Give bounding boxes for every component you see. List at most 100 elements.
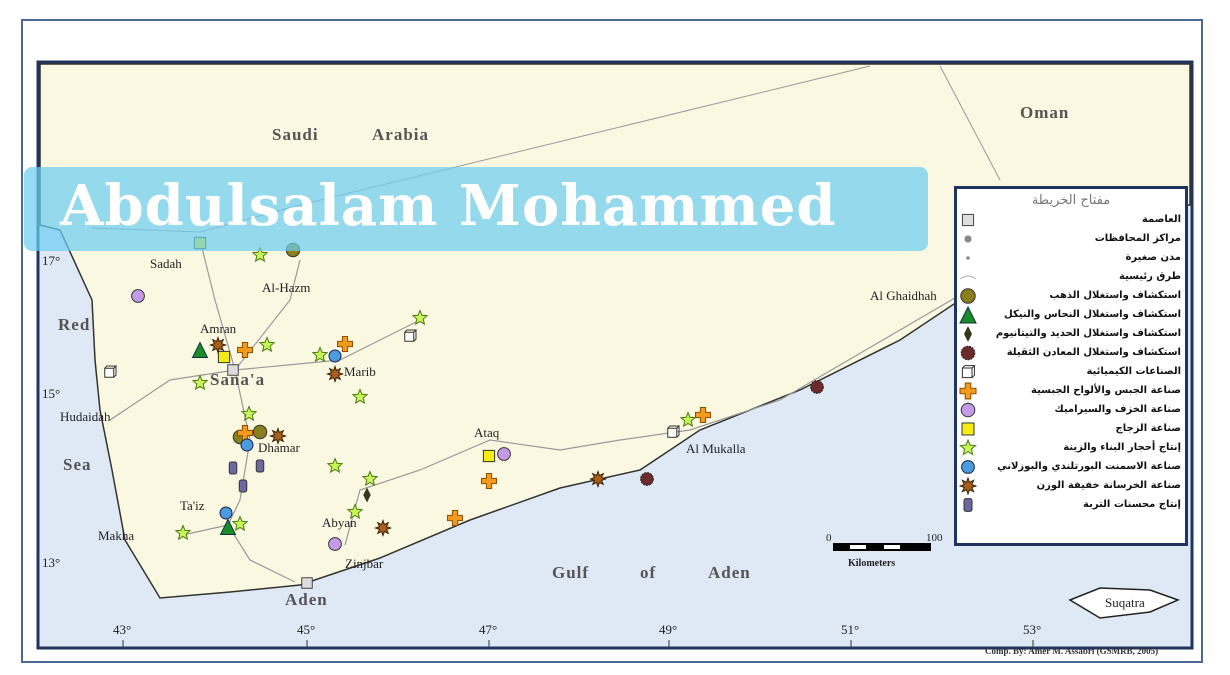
small-town-icon xyxy=(966,255,970,260)
sea-label: Aden xyxy=(708,563,751,582)
city-label: Ataq xyxy=(474,425,500,440)
city-label: Abyan xyxy=(322,515,357,530)
latitude-tick: 13° xyxy=(42,555,60,570)
building-stone-icon xyxy=(411,309,429,326)
heavy-minerals-icon xyxy=(960,345,976,360)
capital-icon xyxy=(961,213,975,226)
legend-item: استكشاف واستغلال الذهب xyxy=(957,286,1185,305)
iron-titanium-icon xyxy=(363,487,371,503)
city-label: Al Ghaidhah xyxy=(870,288,937,303)
gypsum-icon xyxy=(481,473,497,489)
building-stone-icon xyxy=(959,438,977,456)
sea-label: Gulf xyxy=(552,563,589,582)
sea-label: Sea xyxy=(63,455,92,474)
longitude-tick: 51° xyxy=(841,622,859,637)
cement-icon xyxy=(219,506,233,520)
graticule xyxy=(122,640,1034,648)
copper-nickel-icon xyxy=(959,305,977,323)
building-stone-icon xyxy=(351,388,369,405)
cement-icon xyxy=(240,438,254,452)
soil-conditioner-icon xyxy=(255,459,265,473)
legend-label: إنتاج محسنات التربة xyxy=(1083,499,1181,510)
legend-label: مدن صغيرة xyxy=(1125,252,1182,263)
legend-label: العاصمة xyxy=(1141,214,1181,225)
city-label: Al-Hazm xyxy=(262,280,310,295)
ceramics-icon xyxy=(131,289,145,303)
legend-item: استكشاف واستغلال النحاس والنيكل xyxy=(957,305,1185,324)
lightweight-concrete-icon xyxy=(208,335,228,355)
city-label: Suqatra xyxy=(1105,595,1145,610)
country-label: Arabia xyxy=(372,125,429,144)
longitude-tick: 45° xyxy=(297,622,315,637)
city-label: Al Mukalla xyxy=(686,441,746,456)
building-stone-icon xyxy=(240,405,258,422)
glass-icon xyxy=(961,422,975,435)
gypsum-icon xyxy=(447,510,463,526)
legend-item: إنتاج أحجار البناء والزينة xyxy=(957,438,1185,457)
latitude-tick: 17° xyxy=(42,253,60,268)
lightweight-concrete-icon xyxy=(959,476,977,495)
building-stone-icon xyxy=(258,336,276,353)
city-label: Ta'iz xyxy=(180,498,205,513)
ceramics-icon xyxy=(497,447,511,461)
city-label: Sadah xyxy=(150,256,182,271)
building-stone-icon xyxy=(251,246,269,263)
map-symbols xyxy=(104,236,824,589)
legend-label: طرق رئيسية xyxy=(1119,271,1181,282)
watermark-banner: Abdulsalam Mohammed xyxy=(24,167,928,251)
capital-icon xyxy=(301,577,313,589)
legend-item: صناعة الاسمنت البورتلندي والبوزلاني xyxy=(957,457,1185,476)
building-stone-icon xyxy=(326,457,344,474)
map-credit: Comp. By: Amer M. Assabri (GSMRB, 2005) xyxy=(985,646,1159,656)
main-road-icon xyxy=(959,275,977,279)
city-label: Hudaidah xyxy=(60,409,111,424)
legend-item: العاصمة xyxy=(957,210,1185,229)
ceramics-icon xyxy=(960,402,976,417)
legend-title: مفتاح الخريطة xyxy=(1031,193,1111,208)
legend-label: استكشاف واستغلال المعادن الثقيلة xyxy=(1006,347,1181,358)
legend-item: صناعة الخزف والسيراميك xyxy=(957,400,1185,419)
scale-end: 100 xyxy=(926,532,943,544)
legend-label: استكشاف واستغلال الذهب xyxy=(1049,290,1181,301)
city-label: Dhamar xyxy=(258,440,301,455)
iron-titanium-icon xyxy=(964,325,972,342)
country-label: Oman xyxy=(1020,103,1069,122)
glass-icon xyxy=(217,350,231,364)
sea-label: Red xyxy=(58,315,90,334)
soil-conditioner-icon xyxy=(238,479,248,493)
cement-icon xyxy=(328,349,342,363)
legend-label: صناعة الخرسانة خفيفة الوزن xyxy=(1036,480,1181,491)
city-label: Amran xyxy=(200,321,237,336)
building-stone-icon xyxy=(231,515,249,532)
map-legend: مفتاح الخريطة العاصمة مراكز المحافظات مدن … xyxy=(954,186,1188,546)
longitude-tick: 49° xyxy=(659,622,677,637)
capital-icon xyxy=(227,364,239,376)
roads xyxy=(109,239,961,583)
gypsum-icon xyxy=(695,407,711,423)
lightweight-concrete-icon xyxy=(373,518,393,538)
legend-item: الصناعات الكيميائية xyxy=(957,362,1185,381)
heavy-minerals-icon xyxy=(640,472,654,486)
legend-item: استكشاف واستغلال الحديد والتيتانيوم xyxy=(957,324,1185,343)
legend-label: استكشاف واستغلال الحديد والتيتانيوم xyxy=(995,328,1181,339)
chemical-icon xyxy=(667,425,681,438)
building-stone-icon xyxy=(361,470,379,487)
chemical-icon xyxy=(961,364,976,378)
lightweight-concrete-icon xyxy=(268,426,288,446)
scale-unit: Kilometers xyxy=(848,558,895,569)
city-label: Aden xyxy=(285,590,328,609)
building-stone-icon xyxy=(191,374,209,391)
latitude-tick: 15° xyxy=(42,386,60,401)
building-stone-icon xyxy=(679,411,697,428)
gold-icon xyxy=(960,287,976,304)
city-label: Makha xyxy=(98,528,134,543)
scale-bar: 0 100 Kilometers xyxy=(826,532,943,569)
longitude-tick: 53° xyxy=(1023,622,1041,637)
legend-item: مراكز المحافظات xyxy=(957,229,1185,248)
copper-nickel-icon xyxy=(219,518,237,535)
chemical-icon xyxy=(104,365,118,378)
legend-label: صناعة الزجاج xyxy=(1115,423,1181,434)
gypsum-icon xyxy=(959,382,977,399)
longitude-tick: 47° xyxy=(479,622,497,637)
glass-icon xyxy=(482,449,496,463)
